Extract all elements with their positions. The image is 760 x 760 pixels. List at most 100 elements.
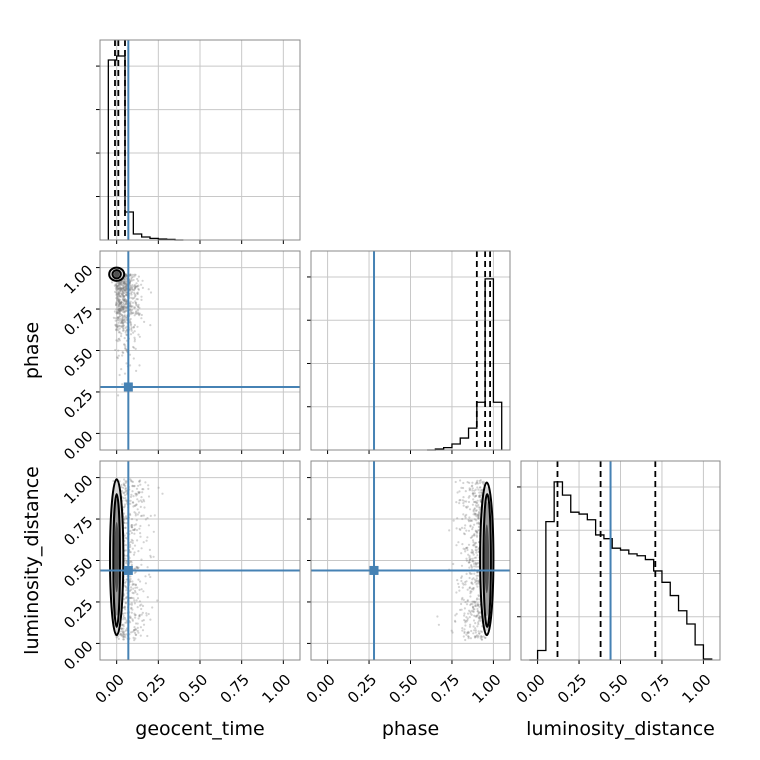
scatter-point	[123, 282, 126, 285]
scatter-point	[156, 599, 159, 602]
scatter-point	[122, 291, 125, 294]
scatter-point	[115, 302, 118, 305]
scatter-point	[124, 557, 127, 560]
scatter-point	[476, 607, 479, 611]
scatter-point	[459, 498, 462, 502]
scatter-point	[477, 525, 480, 529]
scatter-point	[462, 504, 465, 507]
scatter-point	[121, 318, 124, 321]
scatter-point	[120, 634, 123, 637]
scatter-point	[462, 513, 465, 516]
scatter-point	[141, 286, 144, 289]
scatter-point	[133, 330, 136, 333]
scatter-point	[470, 548, 474, 552]
scatter-point	[462, 486, 465, 490]
scatter-point	[117, 292, 121, 295]
scatter-point	[122, 482, 125, 485]
scatter-point	[131, 547, 134, 550]
scatter-point	[122, 305, 125, 309]
scatter-point	[125, 294, 128, 297]
scatter-point	[460, 608, 463, 611]
scatter-point	[121, 294, 124, 297]
scatter-point	[471, 519, 474, 522]
scatter-point	[474, 561, 477, 564]
scatter-point	[115, 329, 118, 332]
scatter-point	[469, 637, 472, 640]
scatter-point	[478, 615, 481, 618]
scatter-point	[465, 603, 469, 606]
scatter-point	[131, 284, 134, 287]
scatter-point	[450, 629, 453, 632]
scatter-point	[468, 571, 471, 574]
scatter-point	[129, 323, 133, 326]
scatter-point	[124, 283, 128, 286]
scatter-point	[138, 511, 141, 514]
density-fill	[484, 524, 490, 594]
scatter-point	[125, 633, 128, 636]
scatter-point	[117, 290, 120, 293]
scatter-point	[132, 485, 136, 488]
scatter-point	[475, 505, 479, 508]
scatter-point	[116, 287, 119, 290]
scatter-point	[122, 296, 125, 299]
scatter-point	[119, 281, 122, 284]
scatter-point	[478, 619, 481, 622]
scatter-point	[119, 308, 122, 311]
scatter-point	[476, 486, 479, 489]
scatter-point	[475, 614, 478, 617]
scatter-point	[476, 531, 479, 535]
scatter-point	[474, 546, 477, 549]
scatter-point	[138, 615, 141, 618]
scatter-point	[479, 630, 482, 633]
scatter-point	[476, 602, 479, 605]
scatter-point	[130, 611, 133, 614]
scatter-point	[466, 600, 469, 603]
scatter-point	[478, 494, 481, 497]
scatter-point	[472, 587, 475, 590]
scatter-point	[119, 294, 122, 297]
scatter-point	[138, 614, 141, 618]
scatter-point	[124, 321, 127, 324]
scatter-point	[473, 492, 476, 495]
scatter-point	[462, 598, 465, 602]
scatter-point	[121, 631, 124, 634]
scatter-point	[135, 523, 138, 526]
scatter-point	[481, 488, 484, 491]
scatter-point	[479, 636, 482, 640]
scatter-point	[118, 309, 121, 313]
scatter-point	[133, 293, 136, 296]
scatter-point	[463, 607, 466, 610]
scatter-point	[143, 320, 146, 323]
scatter-point	[468, 576, 471, 580]
scatter-point	[137, 550, 140, 553]
scatter-point	[477, 561, 480, 564]
scatter-point	[130, 606, 133, 610]
scatter-point	[116, 327, 119, 330]
scatter-point	[134, 285, 137, 288]
scatter-point	[123, 491, 126, 494]
scatter-point	[121, 284, 124, 287]
scatter-point	[474, 603, 477, 606]
scatter-point	[454, 620, 457, 623]
scatter-point	[472, 600, 475, 603]
scatter-point	[475, 579, 478, 582]
scatter-point	[119, 302, 122, 305]
scatter-point	[119, 301, 122, 304]
scatter-point	[475, 583, 478, 586]
scatter-point	[135, 301, 138, 304]
scatter-point	[130, 526, 134, 529]
scatter-point	[129, 513, 132, 517]
scatter-point	[466, 619, 469, 622]
scatter-point	[460, 602, 463, 606]
scatter-point	[132, 501, 135, 504]
scatter-point	[125, 499, 128, 502]
scatter-point	[132, 582, 135, 586]
pair-content	[109, 478, 164, 642]
contour-line	[109, 478, 125, 637]
scatter-point	[123, 634, 126, 637]
scatter-point	[135, 310, 138, 313]
y-tick-label: 0.25	[60, 386, 96, 422]
scatter-point	[123, 606, 126, 609]
scatter-point	[115, 284, 118, 287]
scatter-point	[130, 631, 133, 634]
